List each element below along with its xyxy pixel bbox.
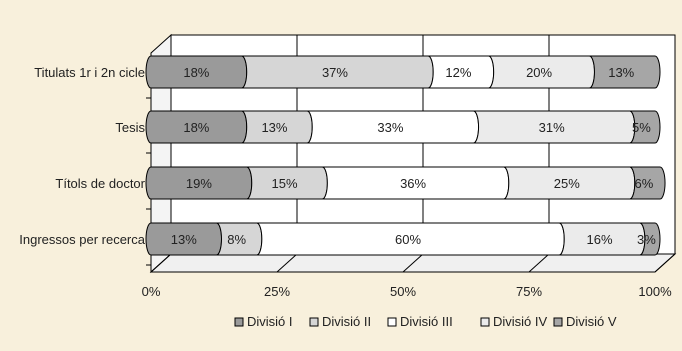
bar-segment	[639, 222, 661, 256]
data-label: 36%	[400, 176, 426, 191]
floor-gridline	[528, 253, 550, 273]
legend-swatch	[309, 317, 319, 327]
data-label: 13%	[261, 120, 287, 135]
data-label: 13%	[608, 65, 634, 80]
data-label: 5%	[632, 120, 651, 135]
y-axis-label: Ingressos per recerca	[19, 232, 145, 247]
data-label: 15%	[272, 176, 298, 191]
y-axis-label: Titulats 1r i 2n cicle	[34, 65, 145, 80]
legend-label: Divisió V	[566, 314, 617, 329]
floor-gridline	[276, 253, 298, 273]
x-tick-label: 100%	[638, 284, 672, 299]
floor-gridline	[150, 253, 172, 273]
bar-segment	[629, 110, 661, 144]
legend-swatch	[387, 317, 397, 327]
data-label: 16%	[587, 232, 613, 247]
floor-gridline	[654, 253, 676, 273]
bar-segment	[589, 55, 661, 89]
floor-gridline	[402, 253, 424, 273]
data-label: 37%	[322, 65, 348, 80]
x-tick-label: 0%	[142, 284, 161, 299]
data-label: 3%	[637, 232, 656, 247]
x-tick-label: 75%	[516, 284, 542, 299]
data-label: 31%	[539, 120, 565, 135]
legend-swatch	[234, 317, 244, 327]
legend-swatch	[480, 317, 490, 327]
data-label: 60%	[395, 232, 421, 247]
data-label: 13%	[171, 232, 197, 247]
legend-label: Divisió I	[247, 314, 293, 329]
x-tick-label: 25%	[264, 284, 290, 299]
data-label: 25%	[554, 176, 580, 191]
data-label: 8%	[227, 232, 246, 247]
data-label: 19%	[186, 176, 212, 191]
legend-label: Divisió II	[322, 314, 371, 329]
legend-swatch	[553, 317, 563, 327]
bar-segment	[629, 166, 666, 200]
data-label: 20%	[526, 65, 552, 80]
data-label: 33%	[377, 120, 403, 135]
data-label: 6%	[635, 176, 654, 191]
data-label: 18%	[183, 65, 209, 80]
legend-label: Divisió IV	[493, 314, 548, 329]
legend-label: Divisió III	[400, 314, 453, 329]
x-tick-label: 50%	[390, 284, 416, 299]
y-axis-label: Títols de doctor	[55, 176, 145, 191]
data-label: 12%	[445, 65, 471, 80]
data-label: 18%	[183, 120, 209, 135]
y-axis-label: Tesis	[115, 120, 145, 135]
